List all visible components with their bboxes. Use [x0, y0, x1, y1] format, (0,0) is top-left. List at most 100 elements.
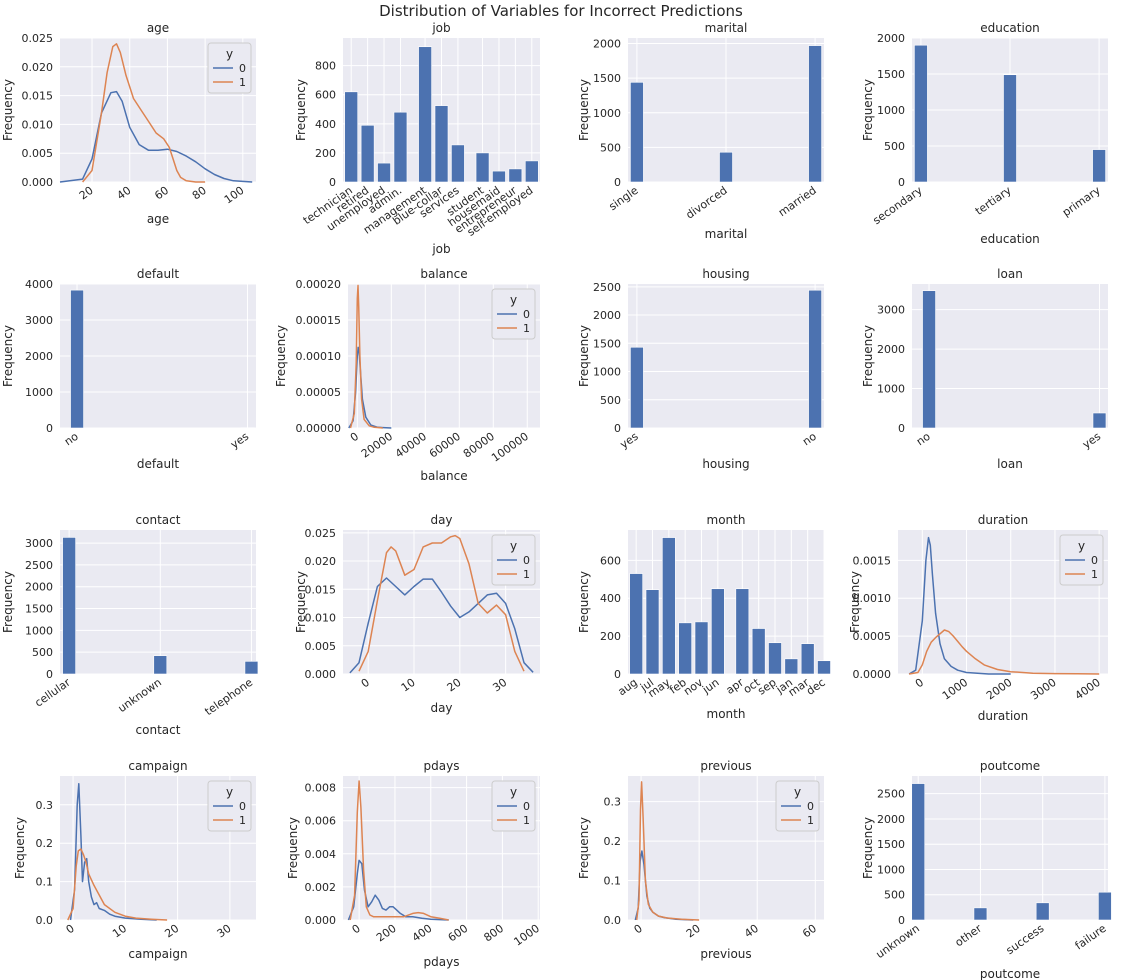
x-tick-label: 10 [110, 922, 129, 941]
x-tick-label: failure [1073, 922, 1109, 953]
series-line-0 [59, 90, 253, 183]
x-axis-label: age [147, 212, 169, 226]
series-line-1 [82, 43, 206, 183]
y-tick-label: 0.004 [305, 848, 337, 861]
y-tick-label: 1500 [25, 603, 53, 616]
legend: y01 [207, 42, 252, 94]
legend: y01 [775, 780, 820, 832]
x-axis-label: loan [997, 457, 1023, 471]
y-axis-label: Frequency [274, 325, 288, 387]
x-axis-label: duration [978, 709, 1029, 723]
y-tick-label: 1000 [877, 104, 905, 117]
y-tick-label: 1000 [593, 366, 621, 379]
y-tick-label: 1500 [877, 838, 905, 851]
legend-title: y [226, 47, 233, 61]
series-line-0 [908, 536, 1011, 675]
x-tick-label: dec [804, 676, 828, 698]
y-tick-label: 0.005 [22, 147, 54, 160]
y-tick-label: 0.0000 [853, 668, 892, 681]
y-tick-label: 0.002 [305, 881, 337, 894]
y-axis-label: Frequency [294, 571, 308, 633]
x-tick-label: 200 [374, 922, 399, 945]
y-tick-label: 2500 [25, 559, 53, 572]
legend-title: y [510, 293, 517, 307]
y-tick-label: 1000 [25, 386, 53, 399]
series-line-1 [358, 534, 525, 672]
x-tick-label: no [914, 430, 933, 449]
series-line-1 [635, 781, 700, 921]
bar-divorced [719, 151, 733, 183]
bar-no [922, 290, 936, 429]
subplot-housing: 0 500 1000 1500 2000 2500 yes no housing housing F… [577, 267, 824, 471]
bar-unknown [153, 655, 168, 675]
y-axis-label: Frequency [577, 325, 591, 387]
x-tick-label: 20 [162, 922, 181, 941]
y-tick-label: 2000 [877, 343, 905, 356]
series-line-1 [67, 848, 168, 921]
x-tick-label: single [606, 184, 640, 213]
legend-entry-1: 1 [239, 814, 246, 827]
bar-jan [784, 658, 799, 675]
x-tick-label: yes [1080, 430, 1103, 452]
subplot-duration: 0.0000 0.0005 0.0010 0.0015 0 1000 2000 3000 400… [848, 513, 1108, 723]
y-tick-label: 0 [46, 422, 53, 435]
subplot-title: day [430, 513, 452, 527]
y-tick-label: 0.000 [305, 914, 337, 927]
bar-jul [645, 589, 660, 675]
x-axis-label: previous [700, 947, 751, 961]
y-tick-label: 2000 [877, 32, 905, 45]
figure-title: Distribution of Variables for Incorrect … [379, 2, 743, 20]
y-tick-label: 2500 [593, 281, 621, 294]
x-tick-label: married [776, 184, 819, 219]
subplot-campaign: 0.00.10.20.30 10 20 30y01campaigncampaignFr… [13, 759, 256, 961]
y-tick-label: 2000 [25, 581, 53, 594]
plot-area [628, 284, 824, 428]
x-tick-label: 10 [399, 676, 418, 695]
bar-entrepreneur [508, 168, 523, 183]
x-tick-label: 40000 [393, 430, 429, 461]
y-tick-label: 2000 [877, 813, 905, 826]
x-tick-label: 20000 [359, 430, 395, 461]
y-tick-label: 400 [315, 118, 336, 131]
subplot-poutcome: 0 500 1000 1500 2000 2500 unknown other success f… [861, 759, 1112, 980]
bar-single [630, 82, 644, 183]
x-tick-label: 1000 [940, 676, 970, 703]
subplot-title: housing [702, 267, 749, 281]
bar-aug [629, 573, 643, 675]
subplot-education: 0 500 1000 1500 2000 secondary tertiary primary… [861, 21, 1108, 246]
y-tick-label: 500 [32, 646, 53, 659]
legend-entry-1: 1 [239, 76, 246, 89]
y-tick-label: 0 [898, 176, 905, 189]
plot-area [60, 530, 256, 674]
bar-failure [1098, 891, 1112, 921]
x-tick-label: 30 [490, 676, 509, 695]
y-tick-label: 0.025 [22, 32, 54, 45]
subplot-title: poutcome [980, 759, 1040, 773]
series-line-1 [349, 780, 449, 921]
y-tick-label: 0.020 [305, 555, 337, 568]
subplot-title: month [707, 513, 746, 527]
bar-no [808, 289, 822, 429]
legend-entry-0: 0 [239, 62, 246, 75]
bar-services [451, 144, 465, 183]
bar-apr [735, 588, 750, 675]
y-tick-label: 0.015 [22, 90, 54, 103]
bar-retired [360, 124, 375, 183]
bar-mar [800, 643, 815, 675]
x-tick-label: 0 [359, 676, 372, 691]
y-tick-label: 1000 [25, 624, 53, 637]
legend-title: y [1078, 539, 1085, 553]
x-tick-label: 1000 [512, 922, 542, 949]
x-axis-label: balance [420, 469, 467, 483]
bar-married [808, 45, 822, 183]
y-tick-label: 2000 [593, 309, 621, 322]
x-axis-label: job [431, 242, 450, 256]
y-tick-label: 1000 [877, 383, 905, 396]
bar-feb [678, 622, 692, 675]
bar-tertiary [1003, 74, 1017, 183]
legend: y01 [207, 780, 252, 832]
subplot-title: age [147, 21, 169, 35]
y-tick-label: 200 [315, 147, 336, 160]
